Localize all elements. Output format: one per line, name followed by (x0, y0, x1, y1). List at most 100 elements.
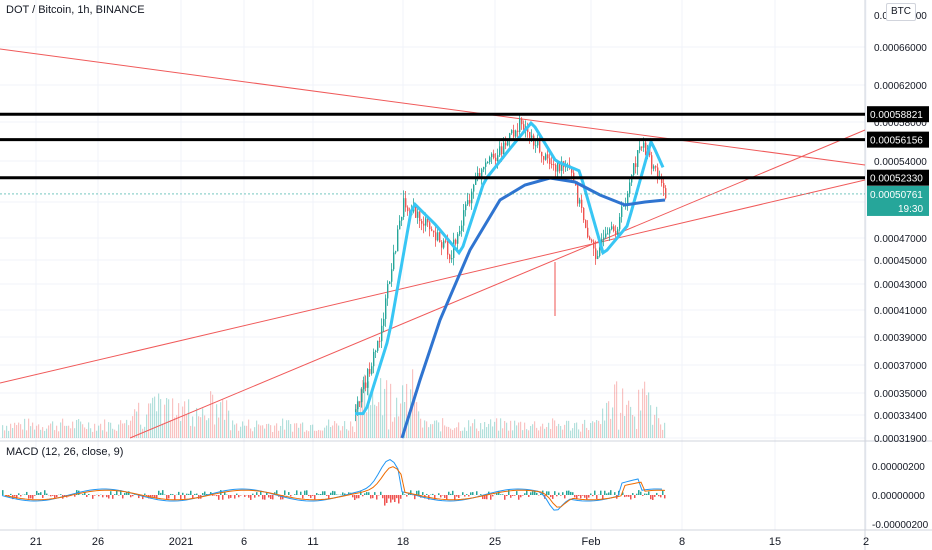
macd-bar (482, 495, 484, 500)
volume-bar (554, 420, 556, 438)
volume-bar (166, 398, 168, 438)
macd-bar (656, 492, 658, 495)
volume-bar (92, 431, 94, 438)
macd-bar (644, 493, 646, 495)
macd-bar (370, 495, 372, 499)
macd-bar (132, 495, 134, 497)
macd-bar (352, 495, 354, 498)
volume-bar (570, 430, 572, 438)
macd-bar (362, 495, 364, 497)
volume-bar (610, 418, 612, 438)
candle-body (417, 211, 419, 218)
volume-bar (472, 423, 474, 438)
volume-bar (590, 423, 592, 438)
macd-bar (284, 490, 286, 495)
macd-bar (390, 495, 392, 503)
macd-bar (502, 494, 504, 495)
volume-bar (64, 425, 66, 438)
volume-bar (318, 429, 320, 438)
candle-body (483, 166, 485, 170)
macd-bar (472, 492, 474, 495)
macd-bar (328, 495, 330, 499)
volume-bar (20, 424, 22, 438)
candle-body (655, 166, 657, 168)
macd-bar (632, 493, 634, 495)
candle-body (361, 389, 363, 403)
candle-body (651, 155, 653, 169)
volume-bar (50, 423, 52, 438)
macd-bar (320, 493, 322, 495)
macd-bar (158, 490, 160, 495)
macd-bar (20, 495, 22, 497)
volume-bar (636, 428, 638, 438)
candle-body (577, 185, 579, 204)
macd-bar (524, 493, 526, 495)
candle-body (613, 226, 615, 231)
volume-bar (494, 421, 496, 438)
volume-bar (276, 423, 278, 438)
volume-bar (144, 426, 146, 438)
volume-bar (292, 431, 294, 438)
macd-bar (344, 493, 346, 495)
volume-bar (310, 425, 312, 438)
volume-bar (40, 429, 42, 438)
volume-bar (16, 425, 18, 438)
macd-bar (98, 495, 100, 497)
macd-bar (196, 493, 198, 495)
current-price-countdown: 19:30 (898, 204, 923, 215)
volume-bar (452, 429, 454, 438)
currency-button[interactable]: BTC (886, 3, 916, 21)
volume-bar (34, 429, 36, 438)
volume-bar (538, 430, 540, 438)
candle-body (449, 254, 451, 260)
volume-bar (240, 426, 242, 438)
volume-bar (418, 411, 420, 438)
macd-bar (462, 492, 464, 495)
volume-bar (588, 430, 590, 438)
volume-bar (322, 430, 324, 438)
current-price-bg (867, 185, 929, 216)
level-label-bg (867, 169, 929, 186)
macd-bar (296, 490, 298, 495)
macd-bar (314, 495, 316, 500)
volume-bar (586, 427, 588, 438)
candle-body (603, 237, 605, 240)
macd-bar (260, 490, 262, 495)
macd-bar (318, 494, 320, 495)
candle-body (467, 200, 469, 205)
volume-bar (568, 420, 570, 438)
macd-bar (556, 495, 558, 497)
volume-bar (206, 420, 208, 438)
candle-body (549, 158, 551, 164)
macd-bar (402, 492, 404, 495)
candle-body (355, 409, 357, 414)
volume-bar (546, 427, 548, 438)
volume-bar (660, 424, 662, 438)
volume-bar (602, 408, 604, 438)
candle-body (653, 166, 655, 169)
volume-bar (248, 419, 250, 438)
macd-bar (564, 495, 566, 499)
macd-bar (88, 494, 90, 495)
trendline-ascending-steep (129, 129, 866, 439)
macd-bar (52, 495, 54, 496)
volume-bar (204, 415, 206, 438)
macd-bar (548, 491, 550, 495)
macd-bar (116, 490, 118, 495)
candle-body (583, 207, 585, 221)
macd-bar (664, 495, 666, 499)
volume-bar (98, 425, 100, 438)
candle-body (457, 234, 459, 244)
macd-bar (610, 490, 612, 495)
macd-bar (630, 495, 632, 500)
macd-bar (268, 495, 270, 498)
candle-body (471, 191, 473, 204)
volume-bar (266, 424, 268, 438)
macd-bar (308, 495, 310, 497)
candle-body (377, 340, 379, 351)
volume-bar (336, 423, 338, 438)
volume-bar (96, 430, 98, 438)
macd-bar (162, 490, 164, 495)
grid-lines (0, 0, 867, 530)
